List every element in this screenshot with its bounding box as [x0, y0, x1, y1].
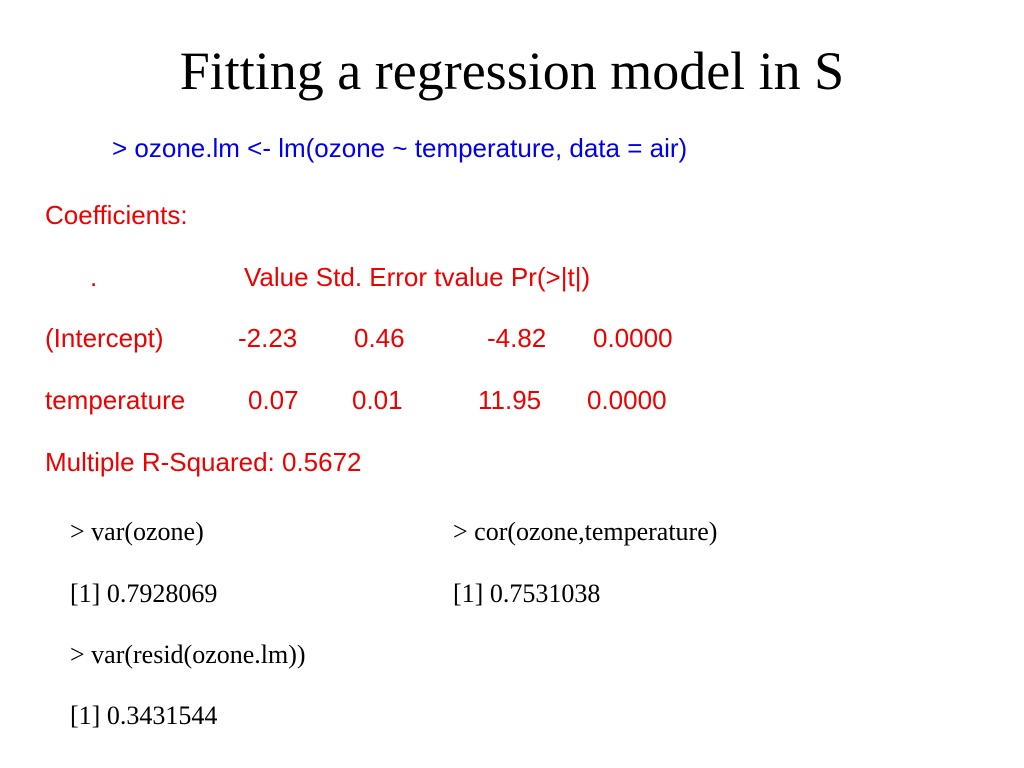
coef-heading: Coefficients:: [45, 200, 188, 230]
console-command: > var(ozone): [70, 517, 204, 546]
console-output: [1] 0.7531038: [453, 579, 601, 608]
coef-header-cell: .: [90, 262, 98, 292]
coef-cell: 0.46: [354, 323, 405, 353]
coef-cell: 0.01: [352, 385, 403, 415]
slide-title: Fitting a regression model in S: [179, 41, 845, 101]
console-command: > cor(ozone,temperature): [453, 517, 718, 546]
console-output: [1] 0.3431544: [70, 701, 218, 730]
coef-cell: temperature: [45, 385, 186, 415]
coef-cell: 0.0000: [587, 385, 667, 415]
coef-cell: -2.23: [238, 323, 298, 353]
coef-cell: 0.07: [248, 385, 299, 415]
coef-header-cell: Value Std. Error tvalue Pr(>|t|): [244, 262, 591, 292]
coef-cell: 11.95: [478, 385, 542, 415]
coef-cell: 0.0000: [593, 323, 673, 353]
command: > ozone.lm <- lm(ozone ~ temperature, da…: [112, 133, 688, 163]
r-squared: Multiple R-Squared: 0.5672: [45, 447, 362, 477]
console-command: > var(resid(ozone.lm)): [70, 640, 306, 669]
coef-cell: (Intercept): [45, 323, 164, 353]
coef-cell: -4.82: [487, 323, 547, 353]
console-output: [1] 0.7928069: [70, 579, 218, 608]
